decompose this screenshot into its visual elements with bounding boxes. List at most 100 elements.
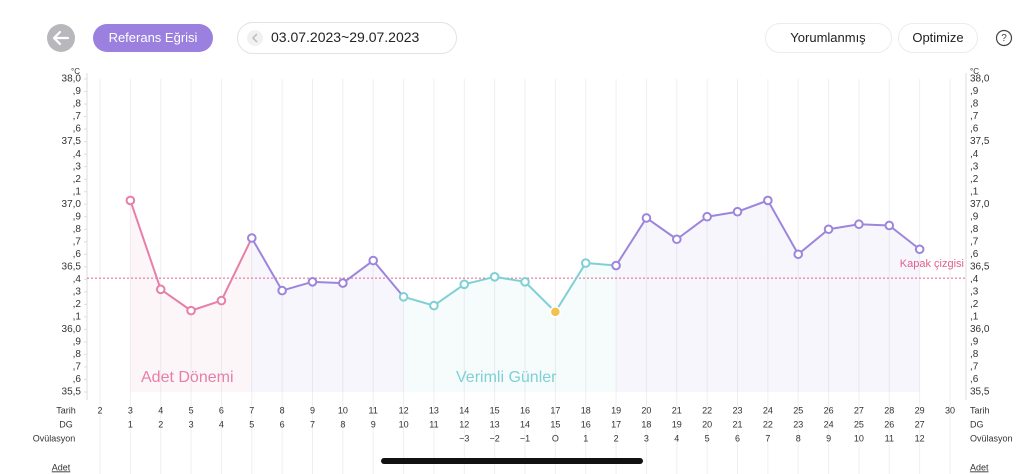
phase-label: Verimli Günler (456, 369, 557, 386)
y-tick-label: 37,0 (62, 199, 82, 210)
area (494, 276, 525, 392)
area (221, 238, 252, 392)
line-segment (676, 215, 708, 241)
point (307, 277, 318, 287)
point (763, 195, 773, 206)
dg-label: 17 (611, 419, 621, 429)
y-tick-label: ,1 (73, 186, 82, 197)
date-range: 03.07.2023~29.07.2023 (271, 29, 420, 45)
area (403, 296, 434, 392)
area (737, 200, 768, 392)
point (520, 277, 530, 287)
reference-label: Referans Eğrisi (109, 30, 198, 45)
row-label: Ovülasyon (33, 433, 76, 443)
y2-tick-label: ,4 (970, 274, 979, 285)
dg-label: 22 (763, 419, 773, 429)
x-tick-label: 4 (158, 405, 163, 415)
y-tick-label: ,9 (73, 211, 82, 222)
area (191, 300, 222, 392)
ovulation-label: −3 (459, 433, 469, 443)
y2-tick-label: ,7 (970, 236, 979, 247)
line-segment (858, 223, 890, 227)
y-tick-label: ,8 (73, 224, 82, 235)
point (489, 272, 500, 282)
ovulation-label: 11 (885, 433, 894, 443)
y-tick-label: ,6 (73, 374, 82, 385)
ovulation-label: 8 (796, 433, 801, 443)
ovulation-point (549, 306, 562, 318)
point (155, 284, 166, 295)
x-tick-label: 18 (581, 405, 591, 415)
y2-tick-label: ,1 (970, 186, 979, 197)
point (338, 278, 348, 288)
line-segment (797, 228, 830, 256)
area (889, 225, 920, 392)
x-tick-label: 24 (763, 405, 773, 415)
dg-label: 27 (915, 419, 925, 429)
point (186, 305, 196, 316)
y2-tick-label: 36,5 (970, 261, 990, 272)
line-segment (160, 288, 192, 312)
point (702, 211, 712, 222)
row-label: Tarih (970, 405, 990, 415)
area (555, 263, 586, 392)
tab[interactable] (898, 23, 978, 53)
point (580, 258, 591, 268)
phase-label: Adet Dönemi (141, 369, 234, 386)
line-segment (828, 223, 860, 231)
dg-label: 4 (219, 419, 224, 429)
tab[interactable] (765, 23, 892, 53)
area (707, 211, 738, 392)
line-segment (312, 280, 343, 285)
line-segment (615, 217, 648, 267)
y-tick-label: ,8 (73, 349, 82, 360)
x-tick-label: 3 (128, 405, 133, 415)
y-tick-label: ,8 (73, 99, 82, 110)
ovulation-label: −2 (490, 433, 500, 443)
ovulation-label: 12 (915, 433, 925, 443)
y-tick-label: 38,0 (62, 74, 82, 85)
point (429, 300, 439, 311)
y2-tick-label: ,7 (970, 362, 979, 373)
ovulation-label: 1 (583, 433, 588, 443)
point (914, 244, 925, 255)
area (312, 281, 343, 392)
y2-tick-label: ,8 (970, 224, 979, 235)
date-range-box[interactable] (237, 22, 457, 54)
dg-label: 3 (189, 419, 194, 429)
row-label: Adet (52, 462, 71, 472)
date-icon-arrow (251, 33, 258, 43)
y-tick-label: ,3 (73, 161, 82, 172)
cover-line-label: Kapak çizgisi (900, 258, 964, 270)
x-tick-label: 14 (459, 405, 469, 415)
x-tick-label: 13 (429, 405, 439, 415)
x-tick-label: 25 (793, 405, 803, 415)
y-tick-label: ,9 (73, 86, 82, 97)
point (732, 206, 743, 217)
dg-label: 21 (732, 419, 742, 429)
reference-button[interactable] (93, 24, 213, 52)
line-segment (888, 224, 921, 251)
dg-label: 10 (399, 419, 409, 429)
unit-label: °C (970, 67, 979, 76)
row-label: DG (970, 419, 984, 429)
area (585, 263, 617, 392)
dg-label: 2 (158, 419, 163, 429)
x-tick-label: 28 (884, 405, 894, 415)
dg-label: 26 (884, 419, 894, 429)
dg-label: 18 (641, 419, 651, 429)
x-tick-label: 6 (219, 405, 224, 415)
dg-label: 14 (520, 419, 530, 429)
back-arrow (52, 30, 70, 46)
dg-label: 16 (581, 419, 591, 429)
help-button[interactable] (995, 29, 1013, 47)
row-label: Ovülasyon (970, 433, 1013, 443)
point (854, 219, 864, 230)
dg-label: 5 (249, 419, 254, 429)
point (884, 220, 895, 231)
tab-label: Yorumlanmış (790, 30, 866, 45)
y2-tick-label: 37,5 (970, 136, 990, 147)
line-segment (585, 262, 617, 267)
x-tick-label: 22 (702, 405, 712, 415)
x-tick-label: 19 (611, 405, 621, 415)
